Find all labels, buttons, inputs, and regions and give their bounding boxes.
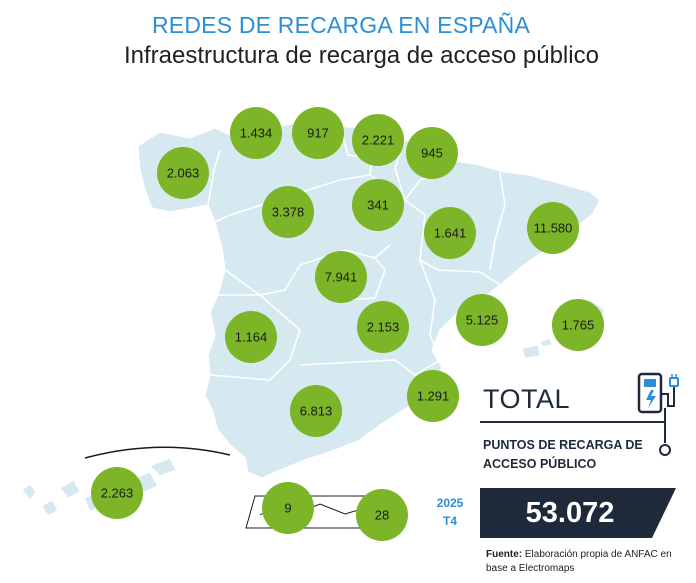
region-value-label-13: 1.765 [562,318,595,333]
region-value-label-10: 1.164 [235,330,268,345]
total-label: TOTAL [483,384,571,414]
region-bubble-5 [352,179,404,231]
region-value-label-14: 1.291 [417,389,450,404]
region-bubble-17 [262,482,314,534]
region-value-label-2: 917 [307,126,329,141]
region-bubble-14 [407,370,459,422]
total-divider [480,421,666,423]
region-value-label-4: 945 [421,146,443,161]
region-value-label-7: 1.641 [434,226,467,241]
region-bubbles: 2.063 1.434 917 2.221 945 341 3.378 1.641 11.580… [91,107,604,541]
total-description: PUNTOS DE RECARGA DE ACCESO PÚBLICO [483,438,643,471]
region-bubble-8 [527,202,579,254]
period-label: 2025 T4 [432,494,468,530]
region-value-label-18: 28 [375,508,389,523]
region-value-label-9: 7.941 [325,270,358,285]
region-bubble-4 [406,127,458,179]
region-value-label-17: 9 [284,501,291,516]
region-value-label-1: 1.434 [240,126,273,141]
region-bubble-1 [230,107,282,159]
region-value-label-11: 2.153 [367,320,400,335]
period-year: 2025 [436,496,464,510]
region-bubble-13 [552,299,604,351]
source-label: Fuente: [486,549,523,560]
region-value-label-3: 2.221 [362,133,395,148]
region-bubble-9 [315,251,367,303]
region-bubble-0 [157,147,209,199]
region-bubble-3 [352,114,404,166]
region-bubble-18 [356,489,408,541]
source-note: Fuente: Elaboración propia de ANFAC en b… [486,548,686,576]
total-value: 53.072 [525,497,615,529]
region-value-label-16: 2.263 [101,486,134,501]
region-bubble-2 [292,107,344,159]
region-value-label-15: 6.813 [300,404,333,419]
region-value-label-12: 5.125 [466,313,499,328]
period-quarter: T4 [442,514,457,528]
chart-subtitle: Infraestructura de recarga de acceso púb… [124,42,599,69]
region-value-label-6: 3.378 [272,205,305,220]
region-value-label-8: 11.580 [534,221,573,236]
region-bubble-11 [357,301,409,353]
region-bubble-7 [424,207,476,259]
region-bubble-15 [290,385,342,437]
region-bubble-10 [225,311,277,363]
source-text: Elaboración propia de ANFAC en base a El… [486,549,672,574]
region-value-label-5: 341 [367,198,389,213]
region-value-label-0: 2.063 [167,166,200,181]
total-connector [664,408,666,443]
total-value-box [480,488,676,538]
ev-charger-icon [637,372,679,414]
region-bubble-6 [262,186,314,238]
total-connector-dot [659,444,671,456]
canarias-inset-line [84,446,231,459]
region-bubble-12 [456,294,508,346]
chart-title: REDES DE RECARGA EN ESPAÑA [152,12,530,38]
region-bubble-16 [91,467,143,519]
